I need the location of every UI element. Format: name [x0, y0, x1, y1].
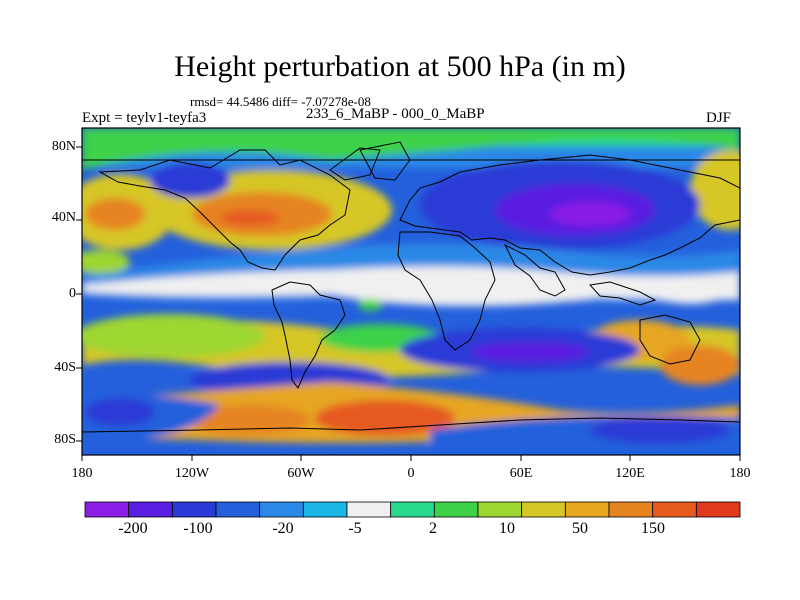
page-title: Height perturbation at 500 hPa (in m) [174, 50, 626, 83]
experiment-label: Expt = teylv1-teyfa3 [82, 110, 207, 126]
colorbar-label-minus5: -5 [348, 520, 362, 537]
colorbar-swatch [390, 501, 435, 518]
lat-label-40n: 40N [51, 210, 76, 225]
colorbar-label-150: 150 [641, 520, 665, 537]
colorbar-label-minus200: -200 [118, 520, 148, 537]
colorbar-swatch [302, 501, 348, 518]
colorbar-label-minus20: -20 [272, 520, 294, 537]
rmsd-stats: rmsd= 44.5486 diff= -7.07278e-08 [190, 94, 371, 109]
colorbar-swatch [521, 501, 566, 518]
colorbar-label-50: 50 [572, 520, 588, 537]
colorbar-swatch [564, 501, 610, 518]
colorbar-swatch [477, 501, 523, 518]
lon-label-60w: 60W [287, 466, 315, 481]
lon-label-120e: 120E [615, 466, 645, 481]
lon-label-180w: 180 [71, 466, 93, 481]
colorbar-swatch [433, 501, 479, 518]
lon-label-60e: 60E [509, 466, 533, 481]
season-label: DJF [706, 110, 732, 126]
colorbar-label-minus100: -100 [183, 520, 213, 537]
colorbar-swatch [695, 501, 741, 518]
contour-field [82, 128, 740, 455]
coastline-overlay [82, 141, 740, 433]
colorbar [84, 501, 741, 518]
axis-ticks [76, 146, 741, 461]
colorbar-swatch [84, 501, 130, 518]
lat-label-80s: 80S [54, 432, 76, 447]
colorbar-swatch [346, 501, 392, 518]
lat-label-40s: 40S [54, 360, 76, 375]
colorbar-swatch [171, 501, 217, 518]
lon-label-0: 0 [407, 466, 415, 481]
lon-label-180e: 180 [729, 466, 751, 481]
colorbar-swatch [259, 501, 304, 518]
colorbar-swatch [608, 501, 654, 518]
colorbar-swatch [128, 501, 173, 518]
subtitle: 233_6_MaBP - 000_0_MaBP [306, 106, 485, 122]
colorbar-label-2: 2 [429, 520, 437, 537]
lat-label-80n: 80N [51, 139, 76, 154]
colorbar-swatch [652, 501, 697, 518]
lon-label-120w: 120W [174, 466, 210, 481]
lat-label-eq: 0 [69, 286, 76, 301]
colorbar-swatch [215, 501, 261, 518]
colorbar-label-10: 10 [499, 520, 515, 537]
